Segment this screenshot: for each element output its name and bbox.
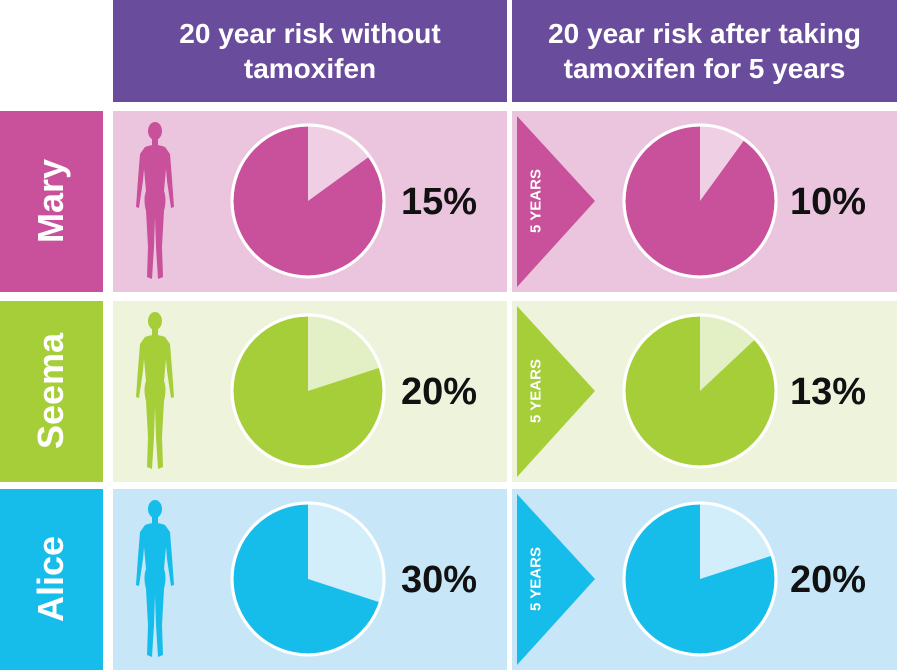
woman-silhouette-icon [136, 312, 174, 469]
person-name: Seema [30, 332, 71, 450]
person-name: Mary [30, 158, 71, 244]
pie-outline [230, 123, 386, 279]
pie-outline [622, 313, 778, 469]
years-label: 5 YEARS [527, 547, 545, 611]
person-name-cell: Seema [0, 301, 103, 482]
pie-risk-slice [308, 125, 370, 201]
risk-after-percent: 20% [790, 559, 867, 601]
risk-without-pie [230, 123, 386, 279]
risk-without-panel: 30% [113, 489, 507, 670]
pie-outline [230, 501, 386, 657]
risk-after-panel: 5 YEARS 13% [512, 301, 897, 482]
pie-risk-slice [700, 125, 745, 201]
pie-risk-slice [308, 315, 381, 391]
person-name-cell: Alice [0, 489, 103, 670]
risk-after-panel: 5 YEARS 20% [512, 489, 897, 670]
risk-after-pie [622, 123, 778, 279]
pie-outline [622, 123, 778, 279]
arrow-right-icon [517, 116, 595, 287]
pie-risk-slice [700, 503, 773, 579]
arrow-right-icon [517, 494, 595, 665]
risk-without-percent: 20% [401, 371, 478, 413]
person-name: Alice [30, 535, 71, 623]
header-without-tamoxifen: 20 year risk without tamoxifen [113, 0, 507, 102]
header-after-tamoxifen: 20 year risk after taking tamoxifen for … [512, 0, 897, 102]
pie-outline [622, 501, 778, 657]
risk-without-panel: 15% [113, 111, 507, 292]
risk-after-panel: 5 YEARS 10% [512, 111, 897, 292]
risk-without-pie [230, 313, 386, 469]
risk-without-percent: 15% [401, 181, 478, 223]
risk-without-panel: 20% [113, 301, 507, 482]
risk-without-pie [230, 501, 386, 657]
pie-risk-slice [308, 503, 384, 603]
pie-outline [230, 313, 386, 469]
person-name-cell: Mary [0, 111, 103, 292]
arrow-right-icon [517, 306, 595, 477]
risk-after-percent: 10% [790, 181, 867, 223]
risk-without-percent: 30% [401, 559, 478, 601]
years-label: 5 YEARS [527, 169, 545, 233]
pie-risk-slice [700, 315, 756, 391]
woman-silhouette-icon [136, 122, 174, 279]
years-label: 5 YEARS [527, 359, 545, 423]
risk-after-pie [622, 501, 778, 657]
risk-after-percent: 13% [790, 371, 867, 413]
risk-after-pie [622, 313, 778, 469]
woman-silhouette-icon [136, 500, 174, 657]
